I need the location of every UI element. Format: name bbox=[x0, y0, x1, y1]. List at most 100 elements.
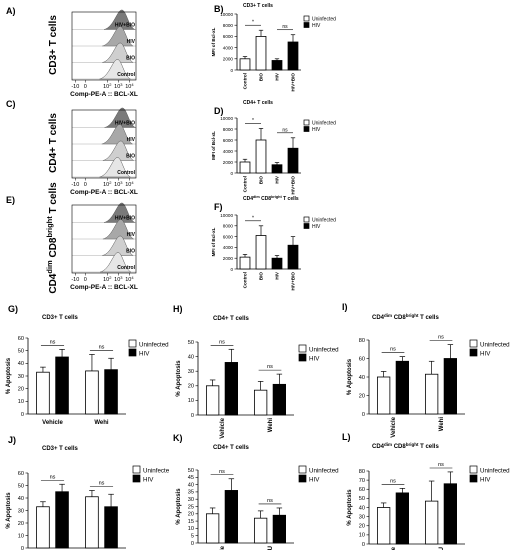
significance-label: ns bbox=[99, 344, 105, 350]
x-category-label: Control bbox=[243, 272, 248, 288]
legend-swatch-uninfected bbox=[303, 119, 310, 126]
title-text: CD8 bbox=[392, 315, 406, 321]
y-tick-label: 40 bbox=[18, 361, 24, 367]
y-tick-label: 10 bbox=[188, 398, 194, 404]
x-tick-label: 0 bbox=[84, 84, 87, 90]
chart-title: CD4+ T cells bbox=[243, 100, 273, 106]
legend-swatch-uninfected bbox=[128, 339, 137, 348]
significance-label: ns bbox=[219, 339, 225, 345]
y-tick-label: 20 bbox=[188, 512, 194, 518]
bar-uninfected bbox=[376, 376, 391, 415]
tick-exponent: 3 bbox=[120, 180, 123, 185]
y-tick-label: 0 bbox=[230, 68, 233, 73]
superscript-text: dim bbox=[384, 313, 392, 318]
y-axis-label: MFI of Bcl-xL bbox=[211, 27, 216, 56]
bar-hiv bbox=[272, 514, 286, 544]
x-tick-label: 103 bbox=[114, 82, 123, 91]
legend-label: HIV bbox=[309, 356, 320, 363]
y-tick-label: 15 bbox=[188, 519, 194, 525]
tick-exponent: 2 bbox=[109, 275, 112, 280]
bar-uninfected bbox=[239, 58, 251, 71]
legend-swatch-uninfected bbox=[469, 465, 478, 474]
tick-exponent: 3 bbox=[120, 275, 123, 280]
tick-exponent: 4 bbox=[131, 275, 134, 280]
y-axis-label: MFI of Bcl-xL bbox=[211, 227, 216, 256]
y-tick-label: 5 bbox=[191, 534, 194, 540]
significance-label: ns bbox=[219, 469, 225, 475]
panel-letter: B) bbox=[214, 4, 224, 14]
y-tick-label: 25 bbox=[188, 504, 194, 510]
legend-swatch-hiv bbox=[303, 223, 310, 229]
y-tick-label: 30 bbox=[188, 369, 194, 375]
legend-label: Uninfected bbox=[309, 347, 339, 354]
chart-title: CD3+ T cells bbox=[42, 315, 79, 321]
x-tick-label: 102 bbox=[103, 82, 112, 91]
y-tick-label: 30 bbox=[359, 514, 365, 520]
histogram-curve bbox=[103, 9, 135, 30]
y-axis-label: % Apoptosis bbox=[6, 492, 12, 529]
y-tick-label: 50 bbox=[18, 483, 24, 489]
x-tick-label: 104 bbox=[125, 82, 134, 91]
superscript-text: dim bbox=[45, 260, 54, 274]
bar-hiv bbox=[224, 362, 238, 416]
panel-letter: E) bbox=[6, 195, 15, 205]
panel-letter: A) bbox=[6, 6, 16, 16]
y-tick-label: 50 bbox=[359, 496, 365, 502]
y-tick-label: 20 bbox=[359, 393, 365, 399]
y-tick-label: 20 bbox=[18, 521, 24, 527]
x-axis-label: Comp-PE-A :: BCL-XL bbox=[70, 91, 138, 98]
x-category-label: HIV+BIO bbox=[291, 176, 296, 195]
panel-letter: L) bbox=[342, 432, 351, 442]
title-text: CD8 bbox=[392, 444, 406, 450]
title-text: CD4+ T cells bbox=[243, 100, 273, 106]
bar-uninfected bbox=[424, 373, 439, 415]
x-tick-label: -10 bbox=[71, 277, 79, 283]
bar-uninfected bbox=[239, 256, 251, 270]
bar-hiv bbox=[271, 257, 283, 270]
title-text: CD4+ T cells bbox=[213, 445, 250, 451]
bar-chart: H) CD4+ T cells 0 10 20 30 40 50 % Apoptosis Vehi… bbox=[173, 304, 339, 439]
bar-hiv bbox=[55, 356, 69, 415]
histogram-frame bbox=[71, 204, 137, 274]
panel-letter: D) bbox=[214, 106, 224, 116]
chart-title: CD4+ T cells bbox=[213, 316, 250, 322]
chart-title: CD4dim CD8bright T cells bbox=[372, 442, 439, 451]
y-tick-label: 40 bbox=[359, 505, 365, 511]
x-category-label: HIV+BIO bbox=[291, 272, 296, 291]
y-tick-label: 0 bbox=[362, 542, 365, 548]
significance-label: ns bbox=[390, 347, 396, 353]
legend-swatch-hiv bbox=[469, 348, 478, 357]
y-tick-label: 30 bbox=[188, 497, 194, 503]
bar-hiv bbox=[271, 164, 283, 174]
y-axis-label: % Apoptosis bbox=[176, 488, 182, 525]
title-text: T cells bbox=[418, 444, 439, 450]
significance-label: ns bbox=[50, 474, 56, 480]
y-tick-label: 6000 bbox=[223, 138, 234, 143]
tick-exponent: 4 bbox=[131, 82, 134, 87]
superscript-text: bright bbox=[271, 195, 282, 199]
x-category-label: HIV bbox=[275, 175, 280, 184]
bar-uninfected bbox=[36, 371, 50, 415]
panel-letter: F) bbox=[214, 202, 223, 212]
histogram-curve bbox=[99, 59, 131, 80]
legend-swatch-uninfected bbox=[132, 465, 141, 474]
y-tick-label: 40 bbox=[359, 375, 365, 381]
y-tick-label: 50 bbox=[18, 348, 24, 354]
legend-label: HIV bbox=[480, 477, 491, 484]
legend-swatch-hiv bbox=[128, 348, 137, 357]
legend-swatch-uninfected bbox=[469, 339, 478, 348]
histogram-curve bbox=[102, 235, 134, 256]
bar-uninfected bbox=[85, 370, 99, 415]
title-text: CD4 bbox=[48, 273, 59, 293]
histogram-row-label: HIV+BIO bbox=[115, 121, 135, 127]
y-tick-label: 10 bbox=[18, 399, 24, 405]
superscript-text: bright bbox=[45, 216, 54, 238]
y-tick-label: 20 bbox=[18, 386, 24, 392]
y-tick-label: 2000 bbox=[223, 160, 234, 165]
tick-exponent: 2 bbox=[109, 180, 112, 185]
legend-swatch-uninfected bbox=[303, 15, 310, 22]
bar-hiv bbox=[104, 369, 118, 415]
